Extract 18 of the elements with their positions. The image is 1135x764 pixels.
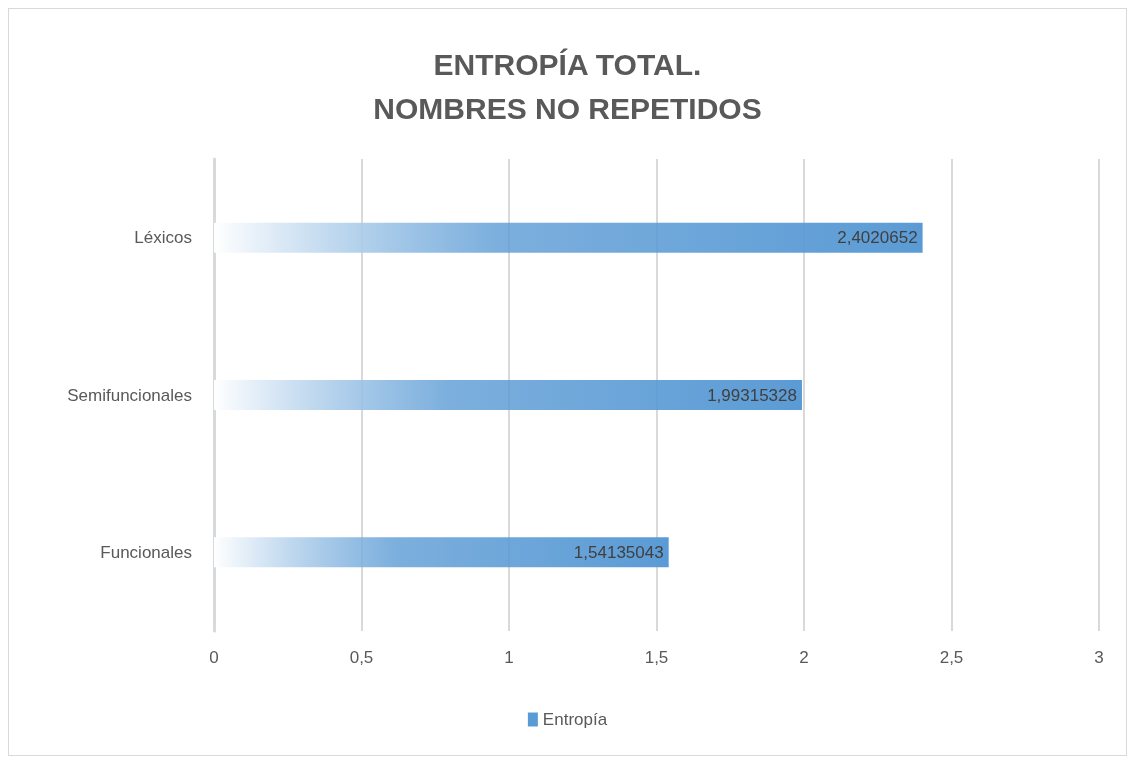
x-tick-label: 1 xyxy=(504,648,514,667)
y-tick-label: Funcionales xyxy=(100,542,192,562)
x-tick-label: 2 xyxy=(799,648,809,667)
x-tick-label: 0 xyxy=(209,648,219,667)
legend-label: Entropía xyxy=(542,710,608,729)
x-tick-label: 2,5 xyxy=(939,648,964,667)
x-tick-label: 1,5 xyxy=(644,648,669,667)
chart-title: ENTROPÍA TOTAL. NOMBRES NO REPETIDOS xyxy=(373,47,762,125)
x-tick-label: 3 xyxy=(1094,648,1104,667)
y-tick-label: Semifuncionales xyxy=(67,385,192,405)
x-tick-label: 0,5 xyxy=(349,648,374,667)
data-label: 1,99315328 xyxy=(707,385,797,405)
data-label: 1,54135043 xyxy=(573,542,664,562)
bar xyxy=(214,537,669,568)
y-tick-label: Léxicos xyxy=(134,228,192,248)
bar xyxy=(214,380,802,410)
bar xyxy=(214,222,923,253)
data-label: 2,4020652 xyxy=(837,228,918,248)
